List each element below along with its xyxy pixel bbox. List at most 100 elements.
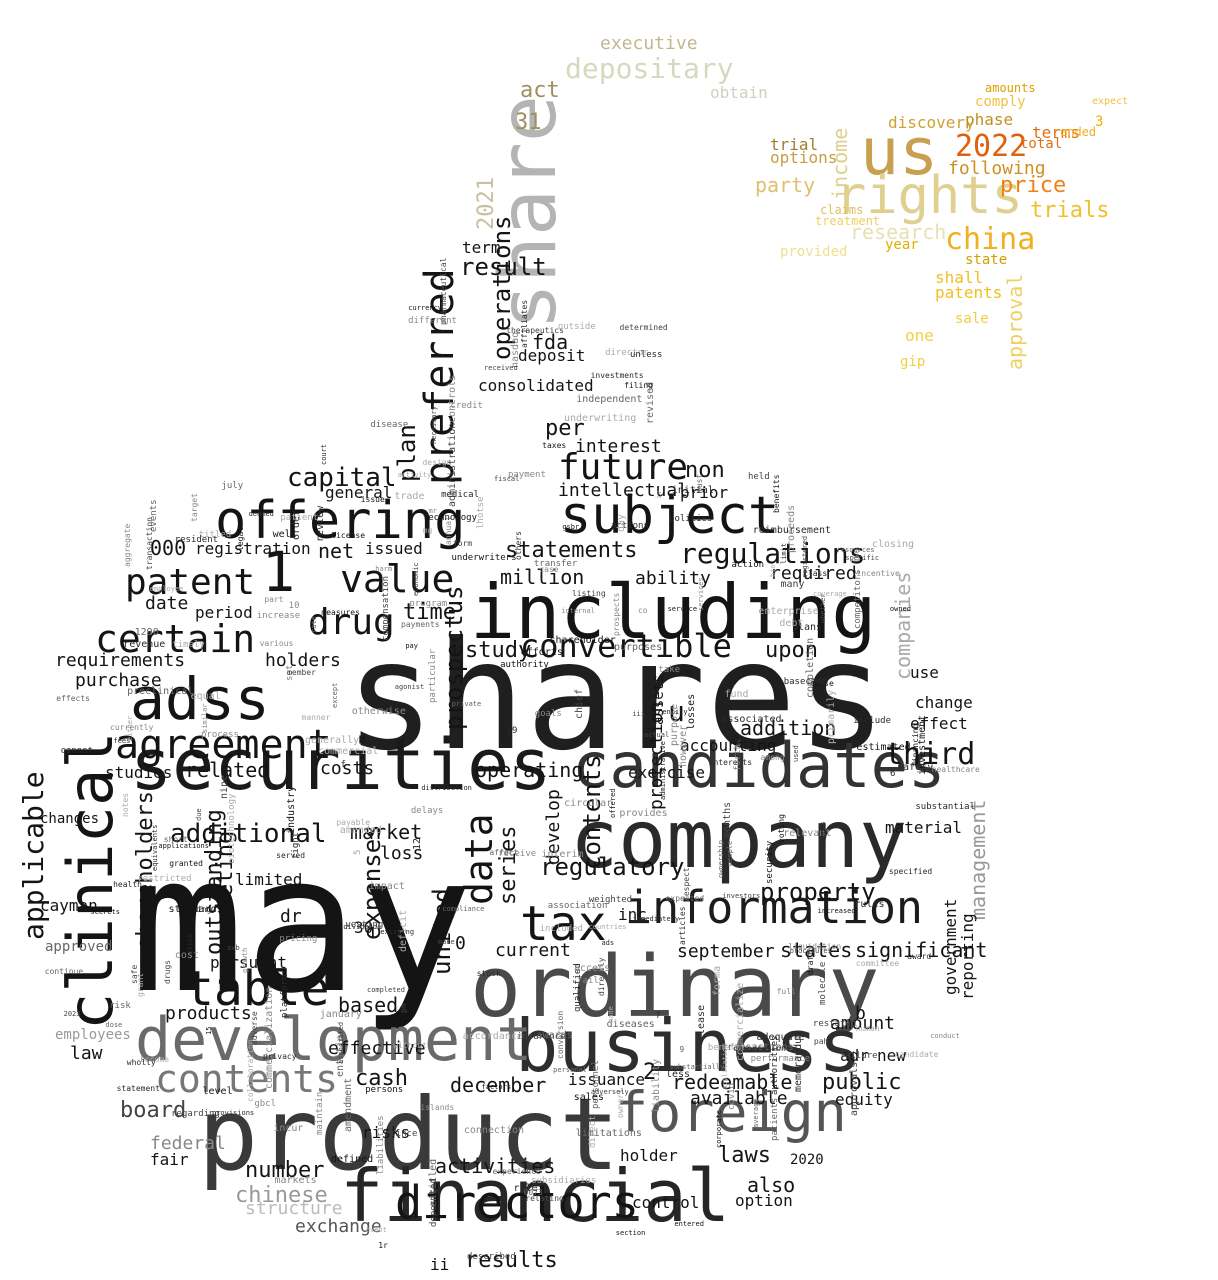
cloud-word: issued xyxy=(365,539,423,558)
cloud-word-small: review xyxy=(314,505,326,542)
cloud-word-small: pah xyxy=(813,1037,829,1047)
cloud-word: period xyxy=(195,603,253,622)
cloud-word-small: stock xyxy=(476,968,501,978)
cloud-word: term xyxy=(462,238,501,257)
cloud-word-small: trade xyxy=(394,491,425,503)
cloud-word-small: underwriters xyxy=(451,552,517,563)
cloud-word: shares xyxy=(345,610,887,784)
cloud-word-small: statement xyxy=(116,1083,160,1093)
cloud-word-small: immediately xyxy=(632,914,680,923)
cloud-word-small: investors xyxy=(722,892,761,901)
cloud-word-small: risk xyxy=(109,1001,131,1012)
cloud-word-small: affiliates xyxy=(519,299,529,348)
cloud-word: capital xyxy=(287,463,397,493)
cloud-word-small: healthcare xyxy=(931,764,980,774)
cloud-word: executive xyxy=(600,33,698,54)
cloud-word-small: member xyxy=(287,667,316,677)
cloud-word: sale xyxy=(955,311,989,327)
cloud-word-small: failure xyxy=(839,1051,878,1062)
cloud-word-small: increase xyxy=(256,611,301,622)
cloud-word-small: plans xyxy=(791,622,823,633)
cloud-word-small: proceeds xyxy=(785,504,797,554)
cloud-word: patent xyxy=(125,562,256,603)
cloud-word-small: distribution xyxy=(421,784,472,793)
cloud-word-small: liability xyxy=(651,1058,663,1113)
cloud-word: research xyxy=(850,220,947,244)
cloud-word-small: deposited xyxy=(429,1177,440,1227)
cloud-word-small: association xyxy=(547,900,608,911)
cloud-word: product xyxy=(198,1076,620,1193)
cloud-word-small: interim xyxy=(541,848,584,860)
cloud-word-small: procedures xyxy=(789,947,832,956)
cloud-word: 1 xyxy=(262,540,296,604)
cloud-word: 2020 xyxy=(790,1152,824,1168)
cloud-word: 31 xyxy=(515,110,542,135)
cloud-word-small: different xyxy=(408,315,457,326)
cloud-word-small: relating xyxy=(525,1194,564,1204)
cloud-word-small: ph xyxy=(399,1003,408,1014)
cloud-word: depositary xyxy=(565,52,734,85)
cloud-word-small: connection xyxy=(463,1124,525,1136)
cloud-word: rights xyxy=(835,166,1023,226)
cloud-word: law xyxy=(70,1043,103,1064)
cloud-word-small: specific xyxy=(845,553,880,562)
cloud-word-small: cost xyxy=(174,949,199,961)
cloud-word-small: experience xyxy=(492,1167,541,1177)
cloud-word-small: liquidation xyxy=(788,941,842,951)
cloud-word-small: co xyxy=(637,605,648,615)
cloud-word: regulatory xyxy=(540,853,685,881)
cloud-word: deposit xyxy=(518,346,586,365)
cloud-word-small: substantial xyxy=(915,801,975,812)
cloud-word-small: relevant xyxy=(783,827,832,839)
cloud-word: discovery xyxy=(888,113,975,132)
cloud-word: also xyxy=(747,1173,796,1197)
cloud-word-small: provisions xyxy=(212,1108,255,1117)
cloud-word-small: less xyxy=(666,1069,691,1081)
cloud-word-small: f xyxy=(340,759,346,770)
cloud-word-small: must xyxy=(695,473,705,493)
cloud-word: offering xyxy=(215,491,466,551)
cloud-word-small: access xyxy=(573,962,611,974)
cloud-word-small: expected xyxy=(665,894,705,904)
cloud-word: new xyxy=(877,1046,906,1065)
cloud-word: loss xyxy=(380,843,424,864)
cloud-word: agreement xyxy=(115,722,332,768)
cloud-word: pursuant xyxy=(210,953,288,972)
cloud-word: china xyxy=(945,222,1036,257)
cloud-word: interest xyxy=(575,436,662,457)
cloud-word-small: human xyxy=(855,1024,880,1034)
cloud-word-small: without xyxy=(393,1040,427,1050)
cloud-word: products xyxy=(165,1003,252,1024)
cloud-word-small: authorities xyxy=(770,1035,781,1096)
cloud-word-small: compliance xyxy=(442,905,485,914)
cloud-word-small: license xyxy=(331,531,366,541)
cloud-word-small: people xyxy=(726,840,735,867)
cloud-word-small: industry xyxy=(286,785,298,834)
cloud-word-small: include xyxy=(853,715,891,726)
cloud-word: december xyxy=(450,1073,547,1097)
cloud-word-small: particular xyxy=(428,648,438,704)
cloud-word-small: 5 xyxy=(353,849,364,856)
cloud-word: 2022 xyxy=(955,129,1028,164)
cloud-word-small: 1290 xyxy=(134,627,159,639)
cloud-word-small: 6 xyxy=(890,768,896,779)
cloud-word-small: enterprise xyxy=(758,605,819,617)
cloud-word-small: forth xyxy=(733,743,744,771)
cloud-word-small: regarding xyxy=(171,1109,220,1120)
cloud-word: b xyxy=(855,1003,866,1024)
cloud-word: results xyxy=(465,1248,558,1273)
cloud-word-small: standards xyxy=(168,903,223,915)
cloud-word-small: payment xyxy=(507,470,546,481)
cloud-word: contents xyxy=(578,754,606,870)
cloud-word-small: made xyxy=(606,1006,615,1024)
cloud-word: accounting xyxy=(680,736,777,755)
cloud-word: one xyxy=(905,326,934,345)
cloud-word-small: outside xyxy=(557,322,596,333)
cloud-word-small: health xyxy=(113,880,142,890)
cloud-word-small: used xyxy=(791,744,800,762)
cloud-word-small: debt xyxy=(779,618,804,630)
cloud-word: redeemable xyxy=(672,1070,793,1094)
cloud-word-small: interests xyxy=(708,758,753,768)
cloud-word: dr xyxy=(280,906,302,927)
cloud-word: limited xyxy=(235,870,303,889)
